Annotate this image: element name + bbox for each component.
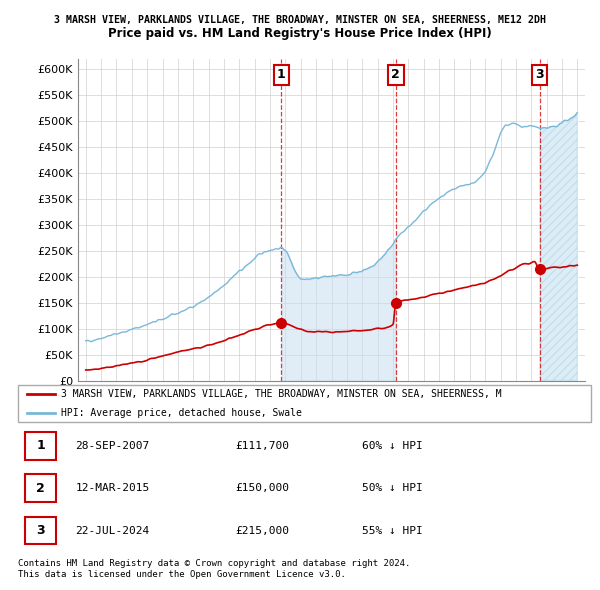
Text: £111,700: £111,700 [236,441,290,451]
Text: Price paid vs. HM Land Registry's House Price Index (HPI): Price paid vs. HM Land Registry's House … [108,27,492,40]
Text: £215,000: £215,000 [236,526,290,536]
Text: 3: 3 [535,68,544,81]
Text: 2: 2 [36,481,45,495]
FancyBboxPatch shape [18,385,591,422]
Text: 60% ↓ HPI: 60% ↓ HPI [362,441,422,451]
Text: HPI: Average price, detached house, Swale: HPI: Average price, detached house, Swal… [61,408,302,418]
Text: This data is licensed under the Open Government Licence v3.0.: This data is licensed under the Open Gov… [18,571,346,579]
Text: 1: 1 [277,68,286,81]
Text: 3 MARSH VIEW, PARKLANDS VILLAGE, THE BROADWAY, MINSTER ON SEA, SHEERNESS, ME12 2: 3 MARSH VIEW, PARKLANDS VILLAGE, THE BRO… [54,15,546,25]
Text: 3 MARSH VIEW, PARKLANDS VILLAGE, THE BROADWAY, MINSTER ON SEA, SHEERNESS, M: 3 MARSH VIEW, PARKLANDS VILLAGE, THE BRO… [61,389,502,399]
Text: £150,000: £150,000 [236,483,290,493]
Text: 28-SEP-2007: 28-SEP-2007 [76,441,149,451]
Text: 3: 3 [37,524,45,537]
FancyBboxPatch shape [25,517,56,545]
FancyBboxPatch shape [25,474,56,502]
Text: 55% ↓ HPI: 55% ↓ HPI [362,526,422,536]
Text: 50% ↓ HPI: 50% ↓ HPI [362,483,422,493]
Text: 2: 2 [391,68,400,81]
Text: 1: 1 [36,440,45,453]
Text: 22-JUL-2024: 22-JUL-2024 [76,526,149,536]
Text: 12-MAR-2015: 12-MAR-2015 [76,483,149,493]
Text: Contains HM Land Registry data © Crown copyright and database right 2024.: Contains HM Land Registry data © Crown c… [18,559,410,568]
FancyBboxPatch shape [25,432,56,460]
